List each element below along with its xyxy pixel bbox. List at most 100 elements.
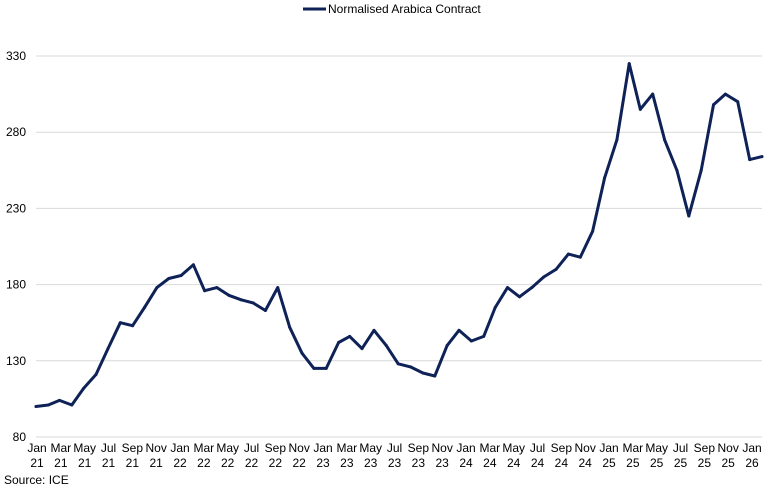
x-tick-label-month: Sep	[265, 441, 287, 455]
x-tick-label-month: Jul	[101, 441, 116, 455]
data-point	[34, 405, 38, 409]
data-point	[46, 403, 50, 407]
data-point	[433, 374, 437, 378]
x-tick-label-year: 21	[102, 456, 116, 470]
x-tick-label-year: 24	[578, 456, 592, 470]
data-point	[409, 365, 413, 369]
data-point	[723, 92, 727, 96]
data-point	[651, 92, 655, 96]
data-point	[506, 286, 510, 290]
x-tick-label-year: 24	[555, 456, 569, 470]
data-point	[94, 373, 98, 377]
x-tick-label-year: 25	[650, 456, 664, 470]
y-tick-label: 180	[6, 278, 26, 292]
x-tick-label-month: May	[502, 441, 525, 455]
x-tick-label-year: 25	[721, 456, 735, 470]
data-point	[699, 168, 703, 172]
legend-label: Normalised Arabica Contract	[328, 2, 481, 16]
x-tick-label-year: 25	[626, 456, 640, 470]
data-point	[276, 286, 280, 290]
x-tick-label-month: Jan	[170, 441, 189, 455]
x-tick-label-year: 21	[30, 456, 44, 470]
data-point	[372, 328, 376, 332]
data-point	[445, 344, 449, 348]
series-line-arabica	[34, 62, 764, 408]
data-point	[542, 275, 546, 279]
x-tick-label-month: Sep	[122, 441, 144, 455]
x-tick-label-year: 23	[340, 456, 354, 470]
data-point	[687, 214, 691, 218]
data-point	[603, 176, 607, 180]
y-tick-label: 230	[6, 201, 26, 215]
x-tick-label-month: Jan	[599, 441, 618, 455]
x-tick-label-year: 24	[459, 456, 473, 470]
data-point	[578, 255, 582, 259]
data-point	[396, 362, 400, 366]
x-tick-label-month: Sep	[408, 441, 430, 455]
x-tick-label-month: Mar	[479, 441, 500, 455]
data-point	[82, 386, 86, 390]
series-layer	[34, 62, 764, 409]
data-point	[179, 273, 183, 277]
data-point	[300, 351, 304, 355]
data-point	[457, 328, 461, 332]
x-tick-label-month: Jul	[530, 441, 545, 455]
x-tick-label-year: 23	[412, 456, 426, 470]
data-point	[118, 321, 122, 325]
data-point	[70, 403, 74, 407]
data-point	[337, 341, 341, 345]
data-point	[748, 158, 752, 162]
x-tick-label-year: 25	[698, 456, 712, 470]
data-point	[155, 286, 159, 290]
data-point	[215, 286, 219, 290]
data-point	[251, 301, 255, 305]
data-point	[106, 347, 110, 351]
x-tick-label-month: Mar	[193, 441, 214, 455]
x-tick-label-month: May	[359, 441, 382, 455]
x-tick-label-month: May	[73, 441, 96, 455]
data-point	[191, 263, 195, 267]
x-tick-label-month: Jul	[244, 441, 259, 455]
x-tick-label-month: Jan	[313, 441, 332, 455]
x-tick-label-year: 22	[221, 456, 235, 470]
data-point	[421, 371, 425, 375]
x-tick-label-year: 22	[292, 456, 306, 470]
data-point	[760, 155, 764, 159]
x-tick-label-year: 24	[483, 456, 497, 470]
source-note: Source: ICE	[4, 473, 69, 487]
y-tick-label: 280	[6, 125, 26, 139]
x-tick-label-month: Nov	[288, 441, 309, 455]
x-tick-label-month: Sep	[551, 441, 573, 455]
data-point	[554, 267, 558, 271]
x-tick-label-month: Nov	[145, 441, 166, 455]
x-tick-label-month: Mar	[622, 441, 643, 455]
data-point	[239, 298, 243, 302]
data-point	[591, 229, 595, 233]
x-tick-label-month: Sep	[694, 441, 716, 455]
x-tick-label-year: 26	[745, 456, 759, 470]
x-tick-label-year: 22	[197, 456, 211, 470]
data-point	[482, 334, 486, 338]
x-tick-label-month: Jul	[387, 441, 402, 455]
data-point	[203, 289, 207, 293]
x-tick-label-year: 21	[126, 456, 140, 470]
data-point	[263, 309, 267, 313]
x-tick-label-year: 23	[435, 456, 449, 470]
data-point	[324, 366, 328, 370]
y-axis-ticks: 80 130 180 230 280 330	[6, 49, 26, 444]
gridlines	[36, 55, 762, 438]
x-tick-label-month: May	[645, 441, 668, 455]
x-axis-ticks: Jan21Mar21May21Jul21Sep21Nov21Jan22Mar22…	[27, 441, 761, 470]
x-tick-label-month: Jan	[27, 441, 46, 455]
data-point	[736, 100, 740, 104]
x-tick-label-year: 21	[149, 456, 163, 470]
x-tick-label-year: 23	[316, 456, 330, 470]
data-point	[638, 107, 642, 111]
x-tick-label-year: 25	[674, 456, 688, 470]
x-tick-label-month: Jan	[456, 441, 475, 455]
data-point	[360, 347, 364, 351]
x-tick-label-year: 22	[269, 456, 283, 470]
legend: Normalised Arabica Contract	[303, 2, 481, 16]
y-tick-label: 330	[6, 49, 26, 63]
